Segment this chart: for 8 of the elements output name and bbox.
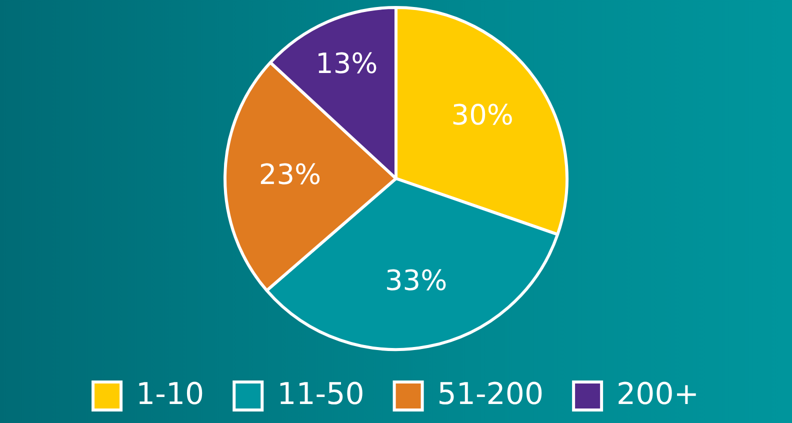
data-label: 30%: [451, 98, 514, 132]
data-label: 33%: [384, 264, 448, 297]
legend-label: 200+: [616, 376, 699, 412]
legend-label: 11-50: [277, 376, 364, 412]
data-label: 13%: [316, 46, 378, 80]
legend-label: 51-200: [437, 376, 544, 412]
data-label: 23%: [258, 158, 322, 192]
legend-label: 1-10: [136, 376, 204, 412]
